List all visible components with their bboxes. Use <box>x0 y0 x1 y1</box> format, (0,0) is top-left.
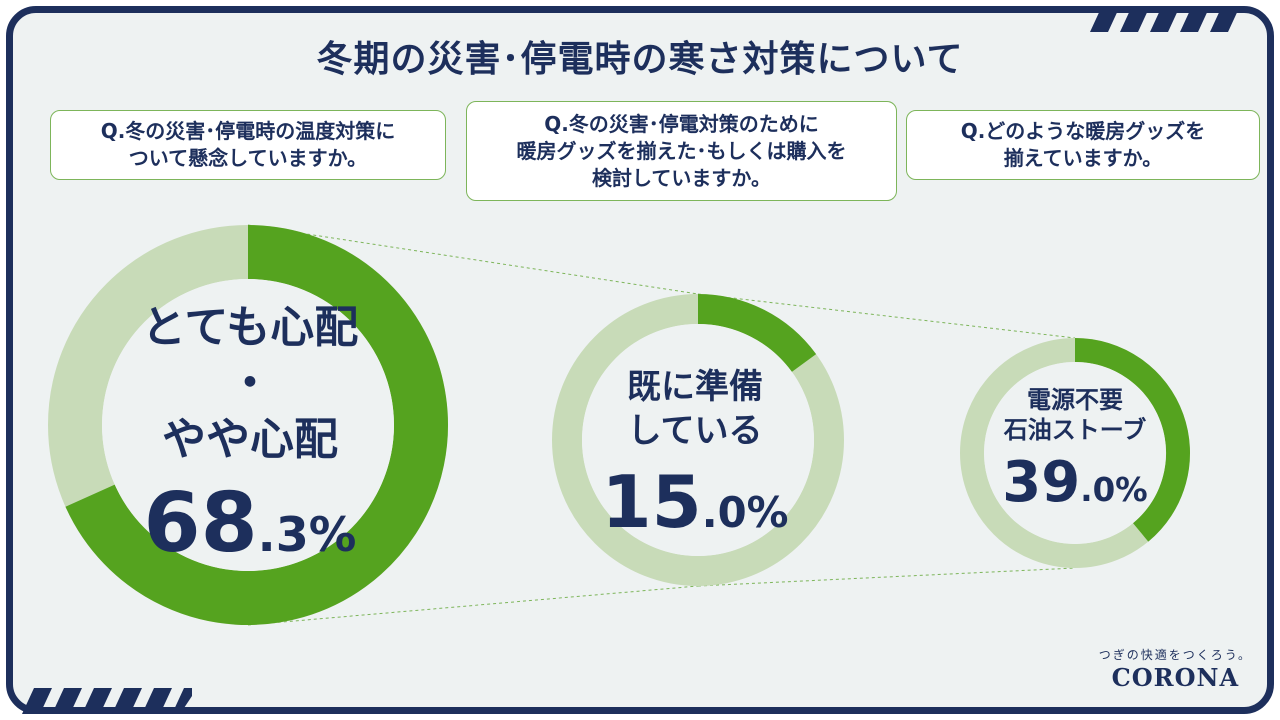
brand-block: つぎの快適をつくろう。 CORONA <box>1099 646 1252 692</box>
donut-2-label: 既に準備 している <box>627 367 763 451</box>
donut-1-hole <box>102 279 394 571</box>
question-box-heating-goods: Q.どのような暖房グッズを 揃えていますか。 <box>906 110 1260 180</box>
donut-2-hole <box>582 324 814 556</box>
donut-3-highlight-slice <box>1074 338 1190 542</box>
donut-2-value: 15.0% <box>601 460 789 544</box>
donut-2-center: 既に準備 している 15.0% <box>565 365 825 556</box>
donut-3-center: 電源不要 石油ストーブ 39.0% <box>985 385 1165 522</box>
donut-1-label: とても心配 ・ やや心配 <box>141 302 359 465</box>
donut-1-center: とても心配 ・ やや心配 68.3% <box>80 300 420 586</box>
donut-1-value: 68.3% <box>143 476 357 571</box>
donut-3-label: 電源不要 石油ストーブ <box>1003 386 1147 444</box>
question-box-concern: Q.冬の災害･停電時の温度対策に ついて懸念していますか。 <box>50 110 446 180</box>
connector-2-bottom <box>697 567 1076 587</box>
decorative-stripes-top <box>1090 6 1240 32</box>
donut-2-highlight-slice <box>697 294 817 373</box>
page-title: 冬期の災害･停電時の寒さ対策について <box>316 39 964 80</box>
donut-3-value: 39.0% <box>1002 450 1148 515</box>
donut-1-highlight-slice <box>65 225 448 625</box>
donut-3-hole <box>984 362 1166 544</box>
question-box-preparation: Q.冬の災害･停電対策のために 暖房グッズを揃えた･もしくは購入を 検討していま… <box>466 101 897 201</box>
decorative-stripes-bottom <box>22 688 192 714</box>
brand-tagline: つぎの快適をつくろう。 <box>1098 648 1252 662</box>
connector-1-top <box>247 224 699 295</box>
corona-logo: CORONA <box>1111 663 1240 692</box>
